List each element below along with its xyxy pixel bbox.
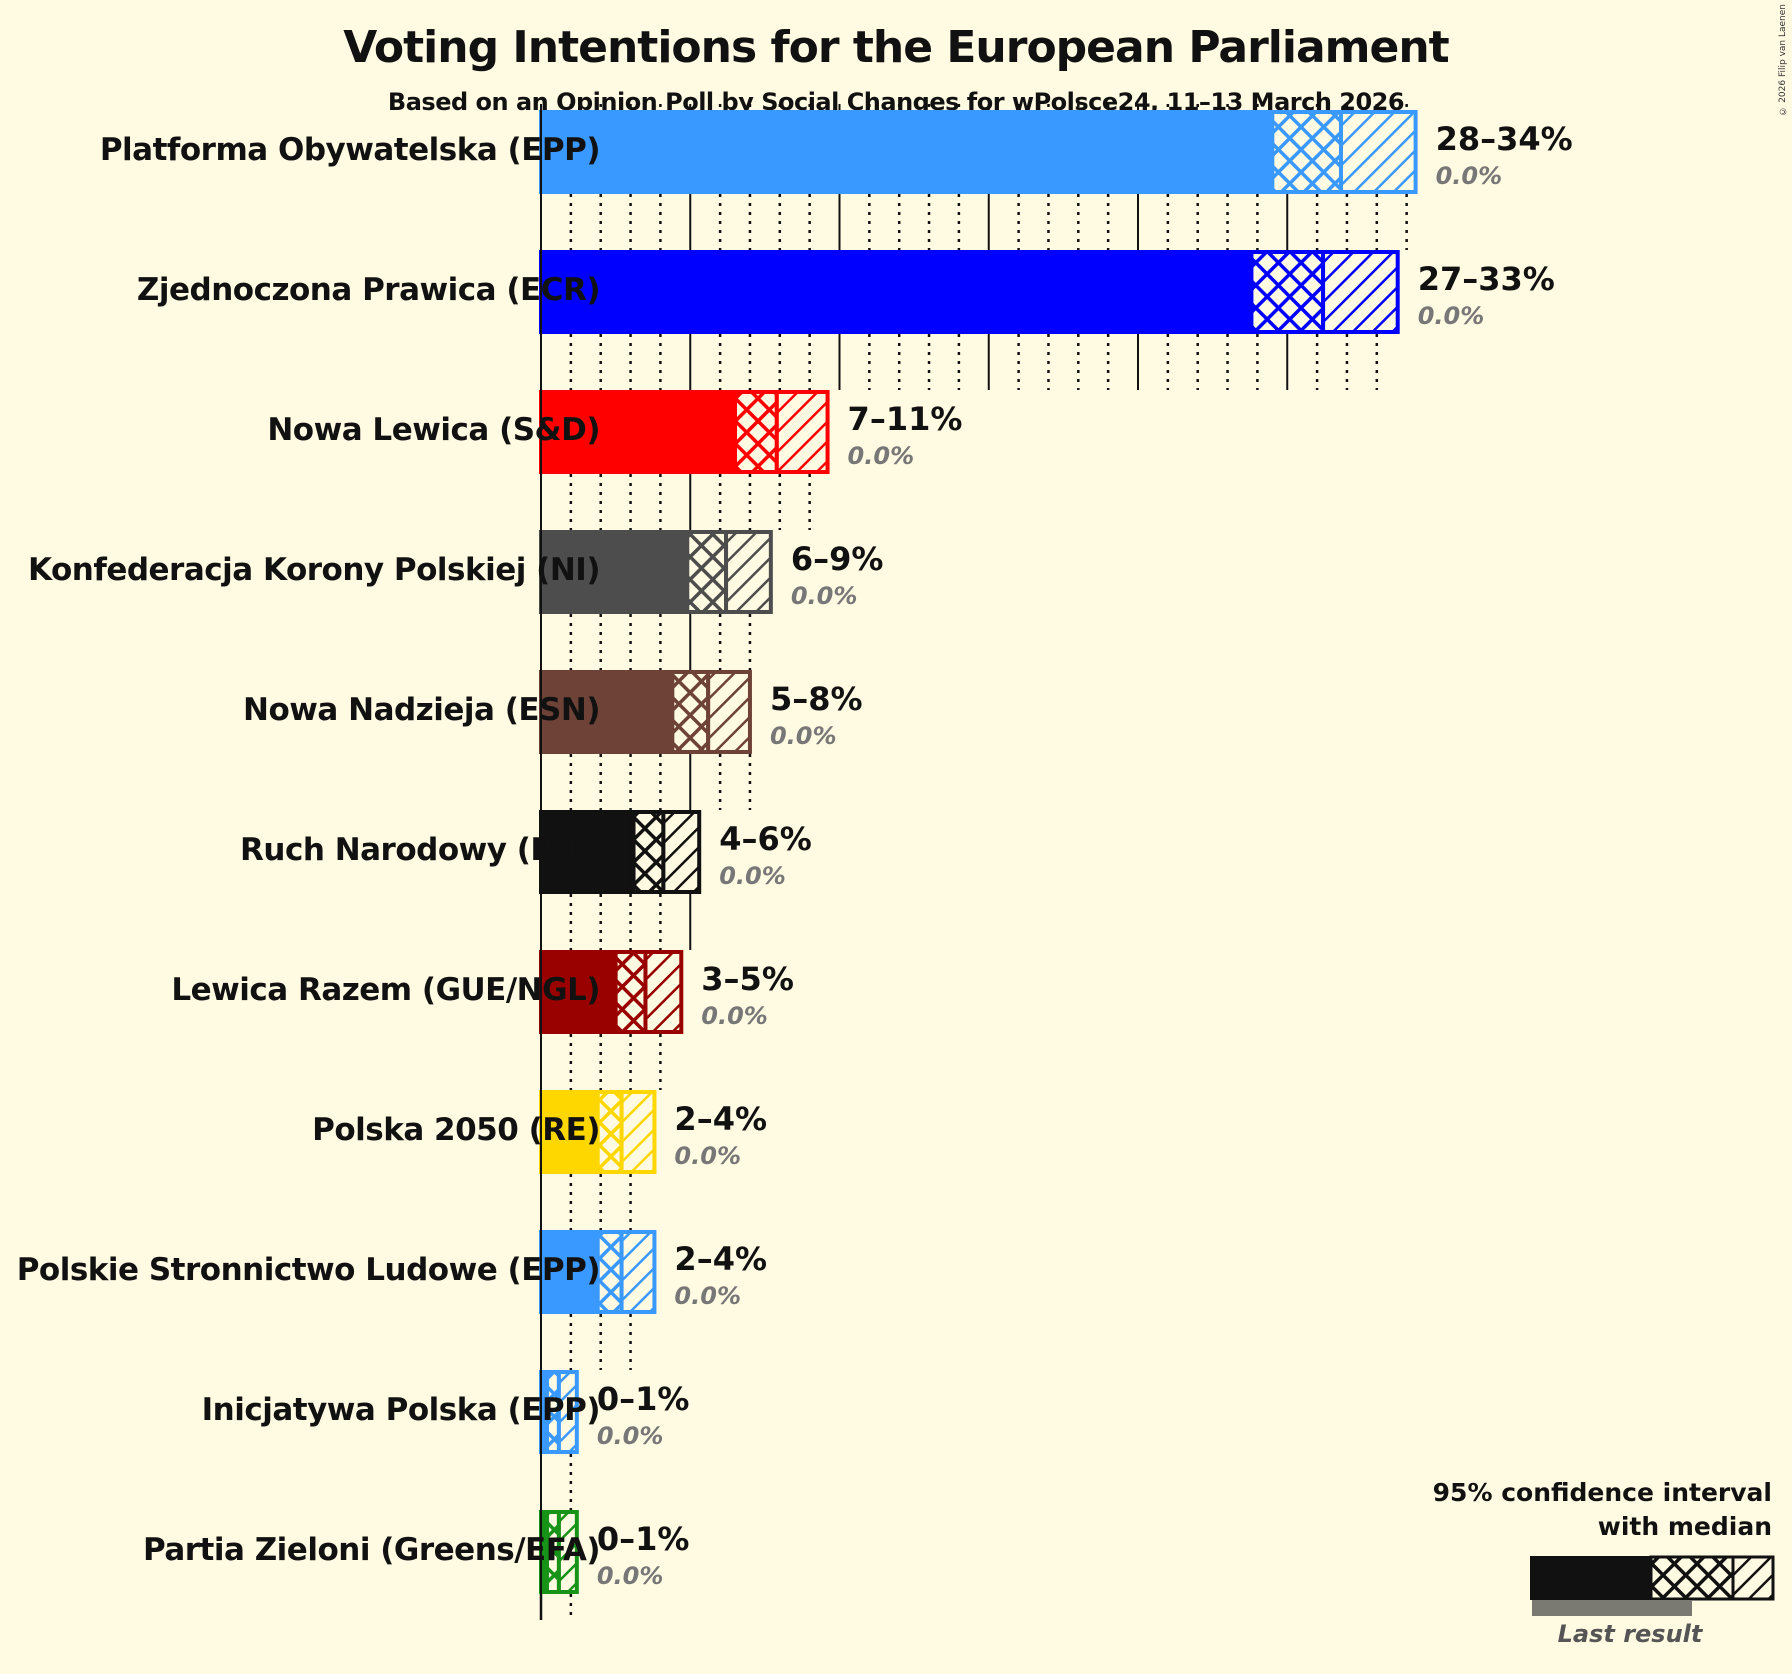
bar-ci-upper-hatched [1321,250,1400,334]
bar-group [539,530,773,614]
bar-group [539,1230,657,1314]
legend-title-line1: 95% confidence interval [1432,1478,1772,1507]
party-label: Polska 2050 (RE) [312,1112,600,1148]
range-label: 4–6% [719,820,812,858]
bar-solid [539,250,1252,334]
legend-last-result-label: Last result [1557,1620,1703,1648]
bar-solid [539,530,688,614]
bar-ci-lower-hatched [613,950,648,1034]
bar-group [539,950,684,1034]
party-label: Nowa Nadzieja (ESN) [243,692,600,728]
bar-solid [539,110,1273,194]
bar-ci-lower-hatched [1249,250,1326,334]
range-label: 5–8% [769,680,863,718]
range-label: 0–1% [596,1380,690,1418]
bar-solid [539,950,616,1034]
party-label: Platforma Obywatelska (EPP) [99,132,601,168]
range-label: 28–34% [1435,120,1573,158]
bar-ci-upper-hatched [643,950,684,1034]
chart-title: Voting Intentions for the European Parli… [343,22,1449,73]
last-result-label: 0.0% [790,582,858,610]
bar-ci-upper-hatched [619,1230,657,1314]
bar-solid [539,810,634,894]
bar-ci-upper-hatched [1338,110,1418,194]
bar-ci-upper-hatched [774,390,830,474]
party-label: Ruch Narodowy (PfE) [240,832,600,868]
legend-solid [1530,1556,1650,1600]
bar-group [539,250,1400,334]
legend-diagonal-hatch [1731,1555,1775,1601]
bar-solid [539,390,736,474]
bar-solid [539,670,673,754]
bar-ci-upper-hatched [706,670,752,754]
party-label: Lewica Razem (GUE/NGL) [171,972,600,1008]
last-result-label: 0.0% [769,722,837,750]
range-label: 2–4% [674,1240,768,1278]
party-label: Nowa Lewica (S&D) [267,412,600,448]
last-result-label: 0.0% [674,1282,741,1310]
range-label: 6–9% [790,540,884,578]
bar-group [539,1370,579,1454]
last-result-label: 0.0% [1435,162,1503,190]
bar-solid [539,1090,598,1174]
bar-group [539,1090,657,1174]
bar-group [539,810,702,894]
last-result-label: 0.0% [719,862,786,890]
party-label: Konfederacja Korony Polskiej (NI) [27,552,601,588]
party-label: Zjednoczona Prawica (ECR) [136,272,601,308]
legend-title: 95% confidence interval with median [1433,1476,1772,1544]
bar-ci-lower-hatched [670,670,711,754]
bar-ci-lower-hatched [595,1230,624,1314]
legend-last-result-bar [1532,1600,1692,1616]
bar-ci-lower-hatched [595,1090,624,1174]
bar-group [539,390,830,474]
range-label: 7–11% [847,400,963,438]
legend-title-line2: with median [1597,1512,1772,1541]
bar-ci-lower-hatched [631,810,666,894]
bar-group [539,1510,579,1594]
bar-solid [539,1510,547,1594]
last-result-label: 0.0% [847,442,915,470]
party-label: Partia Zieloni (Greens/EFA) [142,1532,601,1568]
last-result-label: 0.0% [674,1142,741,1170]
bar-ci-upper-hatched [661,810,702,894]
bar-solid [539,1230,598,1314]
range-label: 27–33% [1417,260,1555,298]
party-label: Polskie Stronnictwo Ludowe (EPP) [16,1252,601,1288]
last-result-label: 0.0% [596,1422,664,1450]
legend-cross-hatch [1649,1555,1735,1601]
bar-ci-upper-hatched [724,530,773,614]
bar-ci-lower-hatched [733,390,779,474]
bar-group [539,110,1418,194]
bar-ci-upper-hatched [556,1510,579,1594]
bar-group [539,670,752,754]
bar-ci-upper-hatched [556,1370,579,1454]
bar-ci-lower-hatched [1270,110,1343,194]
bar-solid [539,1370,547,1454]
range-label: 2–4% [674,1100,768,1138]
party-label: Inicjatywa Polska (EPP) [201,1392,601,1428]
legend-graphic [1530,1555,1775,1616]
last-result-label: 0.0% [596,1562,664,1590]
bar-ci-lower-hatched [685,530,729,614]
bar-ci-upper-hatched [619,1090,657,1174]
range-label: 3–5% [701,960,794,998]
range-label: 0–1% [596,1520,690,1558]
last-result-label: 0.0% [1417,302,1485,330]
last-result-label: 0.0% [701,1002,768,1030]
